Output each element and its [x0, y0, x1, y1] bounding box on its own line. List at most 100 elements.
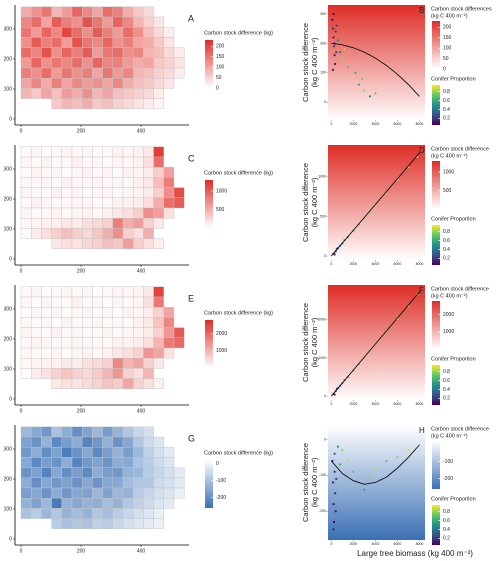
heat-cell [92, 477, 103, 489]
heat-cell [51, 426, 62, 438]
heat-cell [61, 347, 73, 359]
heat-cell [153, 47, 165, 58]
heat-cell [112, 477, 124, 489]
x-tick-label: 2000 [349, 122, 357, 126]
legend-title: (kg C 400 m⁻²) [431, 153, 468, 159]
heat-cell [51, 296, 62, 308]
heat-cell [20, 447, 32, 458]
y-tick-label: 0 [9, 536, 12, 542]
legend-title: Carbon stock difference (kg) [204, 450, 273, 456]
heat-cell [71, 6, 83, 18]
heat-cell [51, 358, 62, 369]
x-tick-label: 400 [137, 408, 146, 414]
heat-cell [20, 327, 32, 339]
heat-cell [71, 177, 83, 188]
heat-cell [20, 217, 32, 229]
colorbar [432, 85, 440, 125]
point [407, 449, 410, 452]
heat-cell [112, 426, 124, 438]
heat-cell [81, 88, 93, 99]
fit-line [330, 444, 420, 485]
heat-cell [132, 347, 144, 359]
heat-cell [71, 207, 83, 219]
heat-cell [71, 67, 83, 79]
heat-cell [92, 67, 103, 79]
heat-cell [132, 457, 144, 468]
heat-cell [71, 16, 83, 28]
heat-cell [153, 477, 165, 489]
heat-cell [102, 187, 113, 199]
heat-cell [122, 296, 134, 308]
heat-cell [31, 307, 42, 318]
heat-cell [122, 27, 134, 38]
heat-cell [61, 67, 73, 79]
heat-cell [112, 467, 124, 479]
y-axis-label: Carbon stock difference [301, 303, 310, 382]
heat-cell [41, 426, 52, 438]
heat-cell [143, 207, 154, 219]
x-tick-label: 6000 [394, 402, 402, 406]
heat-cell [102, 378, 113, 390]
heat-cell [143, 317, 154, 328]
heat-cell [51, 47, 62, 58]
heat-cell [71, 378, 83, 390]
heat-cell [143, 47, 154, 58]
heat-cell [31, 166, 42, 178]
heat-cell [132, 286, 144, 298]
heat-cell [31, 197, 42, 209]
heat-cell [112, 447, 124, 458]
heat-cell [163, 207, 175, 219]
heat-cell [31, 146, 42, 158]
heat-cell [71, 146, 83, 158]
heat-cell [92, 487, 103, 499]
heat-cell [31, 487, 42, 499]
x-tick-label: 200 [77, 268, 86, 274]
heat-cell [71, 508, 83, 519]
heat-cell [122, 508, 134, 519]
heat-cell [71, 166, 83, 178]
colorbar [205, 320, 213, 368]
heat-cell [61, 156, 73, 168]
y-axis-label: (kg C 400 m⁻²) [310, 457, 319, 507]
y-tick-label: 200 [4, 336, 13, 342]
colorbar [432, 301, 440, 349]
heat-cell [51, 177, 62, 188]
heat-cell [20, 426, 32, 438]
heat-cell [92, 508, 103, 519]
heat-cell [112, 487, 124, 499]
heat-cell [20, 207, 32, 219]
colorbar [432, 365, 440, 405]
heat-cell [20, 67, 32, 79]
heat-cell [143, 447, 154, 458]
legend-title: Conifer Proportion [431, 496, 476, 502]
heat-cell [31, 296, 42, 308]
heat-cell [71, 347, 83, 359]
point [368, 95, 371, 98]
heat-cell [31, 88, 42, 99]
heat-cell [31, 286, 42, 298]
heat-cell [81, 6, 93, 18]
y-axis-label: Carbon stock difference [301, 23, 310, 102]
x-tick-label: 0 [330, 262, 332, 266]
x-tick-label: 0 [20, 408, 23, 414]
heat-cell [20, 187, 32, 199]
heat-cell [71, 187, 83, 199]
x-tick-label: 2000 [349, 542, 357, 546]
heat-cell [122, 16, 134, 28]
heat-cell [51, 286, 62, 298]
point [332, 36, 335, 39]
legend-title: Conifer Proportion [431, 76, 476, 82]
point [339, 51, 342, 54]
heat-cell [112, 286, 124, 298]
heat-cell [122, 207, 134, 219]
heat-cell [61, 358, 73, 369]
y-tick-label: 0 [324, 254, 326, 258]
heat-cell [20, 436, 32, 448]
heat-cell [122, 317, 134, 328]
heat-cell [61, 27, 73, 38]
heat-cell [102, 98, 113, 109]
heat-cell [81, 518, 93, 529]
heat-cell [61, 436, 73, 448]
heat-cell [81, 447, 93, 458]
heat-cell [173, 337, 185, 349]
